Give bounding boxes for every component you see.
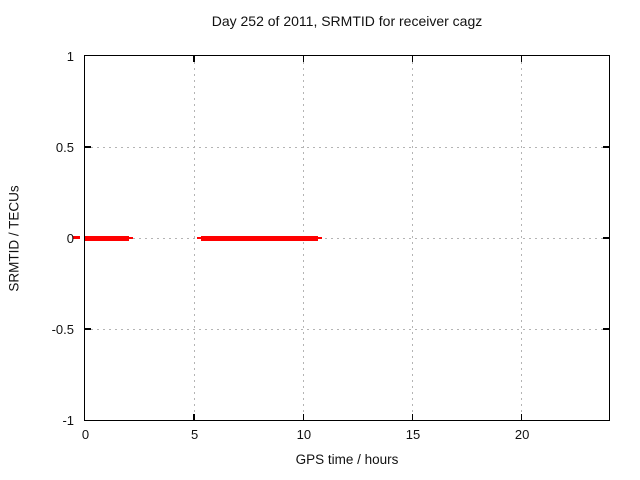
- tick-bottom-x-10: [302, 414, 305, 420]
- gridline-y-0.5: [85, 146, 609, 148]
- gridline-y-0: [85, 237, 609, 239]
- tick-top-x-20: [520, 56, 523, 62]
- tick-left-y-0.5: [85, 146, 91, 148]
- tick-top-x-5: [193, 56, 195, 62]
- tick-bottom-x-15: [411, 414, 414, 420]
- plot-area: [84, 55, 610, 421]
- gridline-x-20: [521, 56, 523, 420]
- x-tick-label-5: 5: [191, 427, 199, 442]
- tick-right-y-0.5: [603, 146, 609, 148]
- data-segment-1: [200, 235, 318, 241]
- y-tick-label-1: 1: [66, 48, 74, 64]
- tick-left-y--0.5: [85, 328, 91, 330]
- x-tick-label-0: 0: [81, 427, 90, 442]
- tick-right-y-0: [603, 237, 609, 239]
- tick-top-x-10: [302, 56, 305, 62]
- chart-title: Day 252 of 2011, SRMTID for receiver cag…: [211, 13, 483, 29]
- tick-bottom-x-20: [520, 414, 523, 420]
- tick-right-y--0.5: [603, 328, 609, 330]
- data-segment-0-cap-right: [128, 237, 133, 239]
- y-zero-red-tick: [73, 236, 80, 239]
- x-tick-label-20: 20: [514, 427, 530, 442]
- gridline-x-15: [412, 56, 413, 420]
- data-segment-1-cap-right: [317, 237, 322, 239]
- gridline-x-5: [193, 56, 195, 420]
- tick-top-x-15: [411, 56, 414, 62]
- y-tick-label--1: -1: [62, 412, 74, 428]
- y-tick-label-0.5: 0.5: [55, 139, 74, 155]
- x-tick-label-15: 15: [405, 427, 421, 442]
- y-tick-label-0: 0: [66, 230, 74, 246]
- data-segment-0: [85, 235, 129, 241]
- data-segment-1-cap-left: [196, 237, 201, 239]
- gridline-y--0.5: [85, 328, 609, 330]
- x-axis-label: GPS time / hours: [295, 452, 399, 467]
- y-tick-label--0.5: -0.5: [51, 321, 74, 337]
- tick-bottom-x-5: [193, 414, 195, 420]
- x-tick-label-10: 10: [296, 427, 312, 442]
